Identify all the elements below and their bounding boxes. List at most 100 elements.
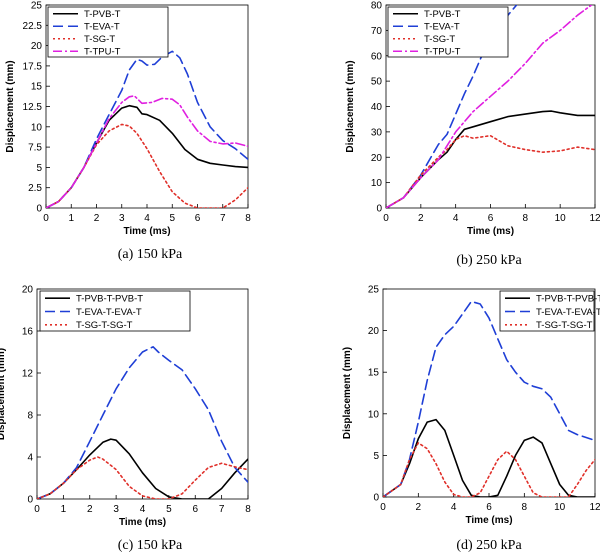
x-tick-label: 6	[488, 213, 494, 224]
y-tick-label: 25	[31, 1, 43, 12]
panel-a: 0 2.5 5 7.5 10 12.5 15 17.5 20 22.5 25 0 1 2 3 4 5 6 7 8 Tim…	[5, 1, 251, 263]
y-tick-label: 0	[27, 495, 33, 506]
x-axis-label: Time (ms)	[123, 226, 170, 237]
x-tick-label: 4	[144, 213, 150, 224]
legend-label: T-SG-T	[424, 34, 455, 45]
x-axis-label: Time (ms)	[465, 515, 512, 526]
x-tick-label: 6	[192, 504, 198, 515]
legend-label: T-SG-T-SG-T	[536, 320, 593, 331]
legend-label: T-PVB-T-PVB-T	[76, 293, 143, 304]
series-line-t-pvb-t	[46, 104, 248, 208]
series-line-t-eva-t	[46, 50, 248, 208]
x-tick-label: 0	[383, 213, 389, 224]
x-tick-label: 4	[451, 502, 457, 513]
legend-label: T-SG-T-SG-T	[76, 320, 133, 331]
legend-label: T-EVA-T-EVA-T	[536, 307, 600, 318]
y-tick-label: 30	[371, 127, 383, 138]
series-line-t-sg-t-sg-t	[37, 456, 248, 499]
y-tick-label: 16	[22, 327, 34, 338]
x-tick-label: 1	[68, 213, 74, 224]
y-axis-label: Displacement (mm)	[5, 60, 16, 152]
x-tick-label: 2	[87, 504, 93, 515]
y-tick-label: 40	[371, 102, 383, 113]
legend-box	[47, 6, 169, 58]
y-tick-label: 0	[376, 204, 382, 215]
series-line-t-tpu-t	[386, 5, 593, 208]
x-tick-label: 12	[589, 502, 600, 513]
series-line-t-pvb-t-pvb-t	[383, 418, 595, 497]
legend-label: T-TPU-T	[84, 47, 121, 58]
x-tick-label: 10	[554, 502, 566, 513]
series-group	[383, 300, 595, 497]
y-tick-label: 17.5	[23, 61, 43, 72]
x-axis-label: Time (ms)	[467, 226, 514, 237]
panel-caption: (c) 150 kPa	[118, 538, 183, 553]
y-tick-label: 7.5	[28, 143, 42, 154]
y-tick-label: 80	[371, 1, 383, 12]
series-line-t-sg-t	[46, 123, 248, 208]
legend-label: T-EVA-T-EVA-T	[76, 307, 142, 318]
x-tick-label: 10	[555, 213, 567, 224]
x-tick-label: 8	[523, 213, 529, 224]
y-tick-label: 20	[368, 326, 380, 337]
y-tick-label: 25	[368, 285, 380, 296]
y-tick-label: 20	[31, 41, 43, 52]
y-tick-label: 10	[31, 122, 43, 133]
y-tick-label: 70	[371, 26, 383, 37]
y-tick-label: 12	[22, 369, 34, 380]
x-tick-label: 12	[589, 213, 600, 224]
y-tick-label: 2.5	[28, 183, 42, 194]
x-tick-label: 3	[119, 213, 125, 224]
legend-label: T-PVB-T-PVB-T	[536, 293, 600, 304]
legend-label: T-SG-T	[84, 34, 115, 45]
y-tick-label: 10	[368, 409, 380, 420]
x-tick-label: 2	[94, 213, 100, 224]
y-tick-label: 5	[373, 451, 379, 462]
y-tick-label: 20	[22, 285, 34, 296]
x-tick-label: 7	[220, 213, 226, 224]
x-tick-label: 8	[245, 213, 251, 224]
x-tick-label: 8	[245, 504, 251, 515]
x-tick-label: 0	[34, 504, 40, 515]
series-line-t-pvb-t	[386, 110, 595, 208]
legend-label: T-EVA-T	[424, 22, 460, 33]
x-tick-label: 7	[219, 504, 225, 515]
series-line-t-sg-t	[386, 134, 595, 208]
y-tick-label: 8	[27, 411, 33, 422]
y-tick-label: 50	[371, 77, 383, 88]
x-tick-label: 2	[416, 502, 422, 513]
y-axis-label: Displacement (mm)	[0, 348, 7, 440]
x-tick-label: 5	[166, 504, 172, 515]
panel-d: 0 5 10 15 20 25 0 2 4 6 8 10 12 Time (ms) Displacement…	[342, 285, 600, 554]
y-tick-label: 0	[373, 493, 379, 504]
y-tick-label: 22.5	[23, 21, 43, 32]
series-line-t-tpu-t	[46, 95, 248, 208]
panel-caption: (d) 250 kPa	[456, 538, 522, 553]
y-tick-label: 4	[27, 453, 33, 464]
panel-b: 0 10 20 30 40 50 60 70 80 0 2 4 6 8 10 12 Time (ms) Displ…	[345, 1, 600, 269]
series-line-t-sg-t-sg-t	[383, 442, 595, 497]
x-tick-label: 1	[61, 504, 67, 515]
y-tick-label: 15	[31, 82, 43, 93]
legend-label: T-EVA-T	[84, 22, 120, 33]
x-tick-label: 6	[195, 213, 201, 224]
x-tick-label: 4	[140, 504, 146, 515]
series-line-t-eva-t-eva-t	[37, 345, 248, 499]
y-tick-label: 10	[371, 178, 383, 189]
panel-caption: (a) 150 kPa	[118, 247, 183, 262]
series-line-t-pvb-t-pvb-t	[37, 438, 248, 499]
x-tick-label: 6	[486, 502, 492, 513]
series-group	[46, 50, 248, 208]
legend-label: T-PVB-T	[84, 9, 121, 20]
y-tick-label: 0	[36, 204, 42, 215]
y-tick-label: 20	[371, 153, 383, 164]
x-tick-label: 4	[453, 213, 459, 224]
legend-label: T-PVB-T	[424, 9, 461, 20]
y-tick-label: 12.5	[23, 102, 43, 113]
x-tick-label: 5	[169, 213, 175, 224]
y-tick-label: 5	[36, 163, 42, 174]
x-axis-label: Time (ms)	[119, 517, 166, 528]
legend-box	[387, 6, 509, 58]
